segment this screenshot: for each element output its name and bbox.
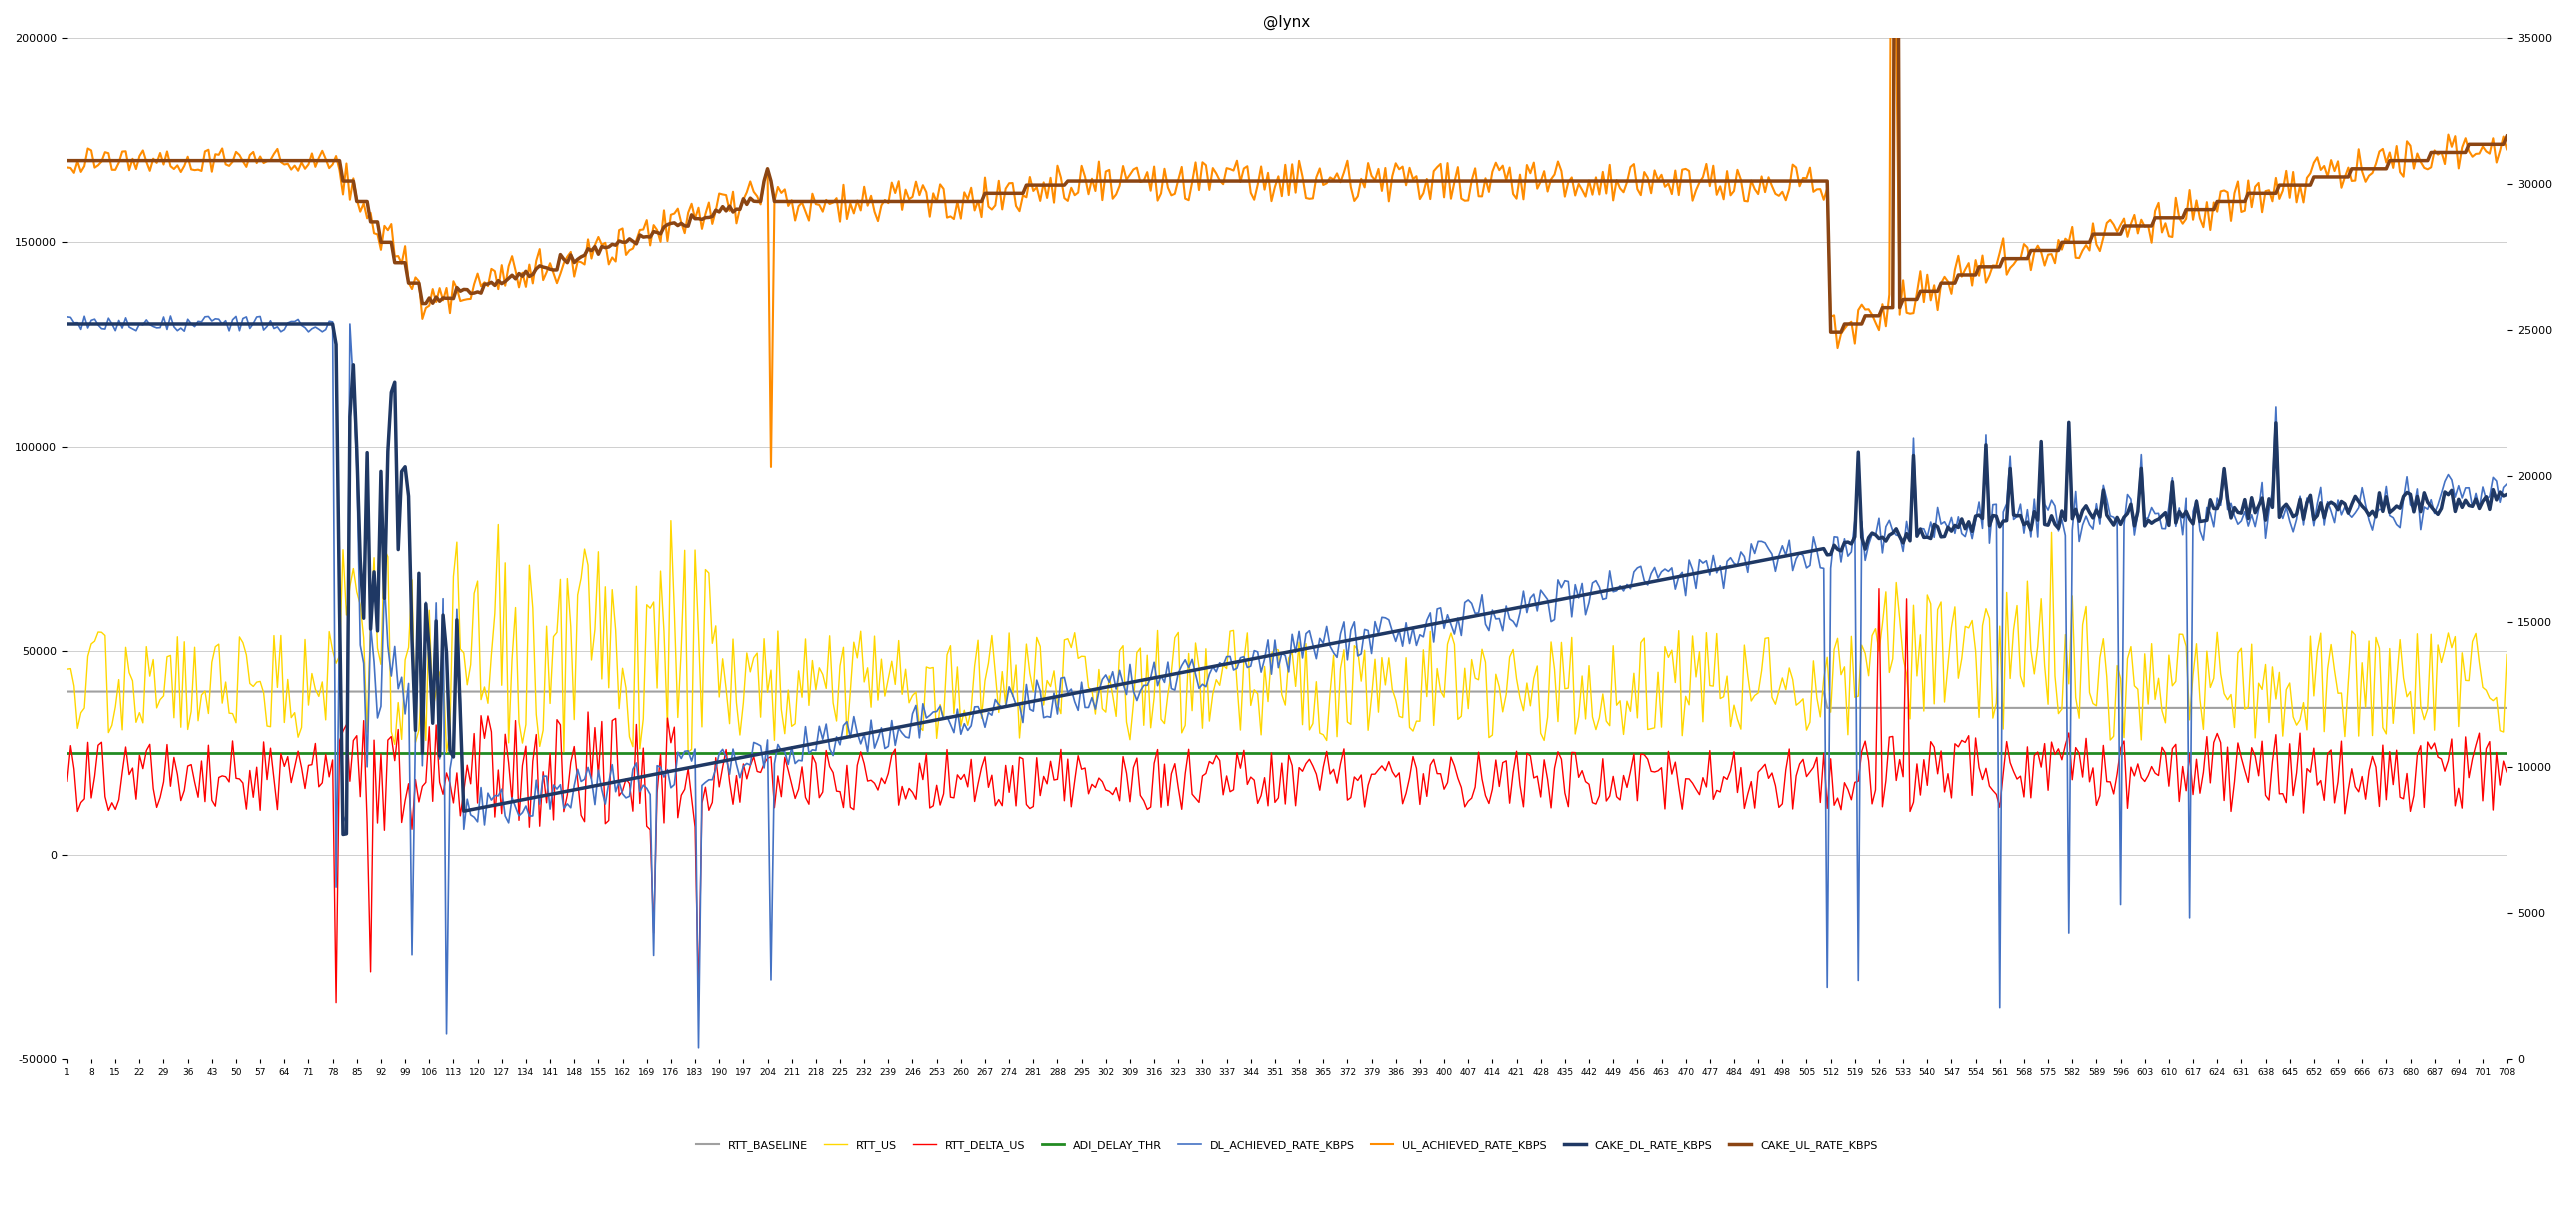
Title: @lynx: @lynx [1263,15,1312,31]
Legend: RTT_BASELINE, RTT_US, RTT_DELTA_US, ADI_DELAY_THR, DL_ACHIEVED_RATE_KBPS, UL_ACH: RTT_BASELINE, RTT_US, RTT_DELTA_US, ADI_… [693,1136,1882,1155]
